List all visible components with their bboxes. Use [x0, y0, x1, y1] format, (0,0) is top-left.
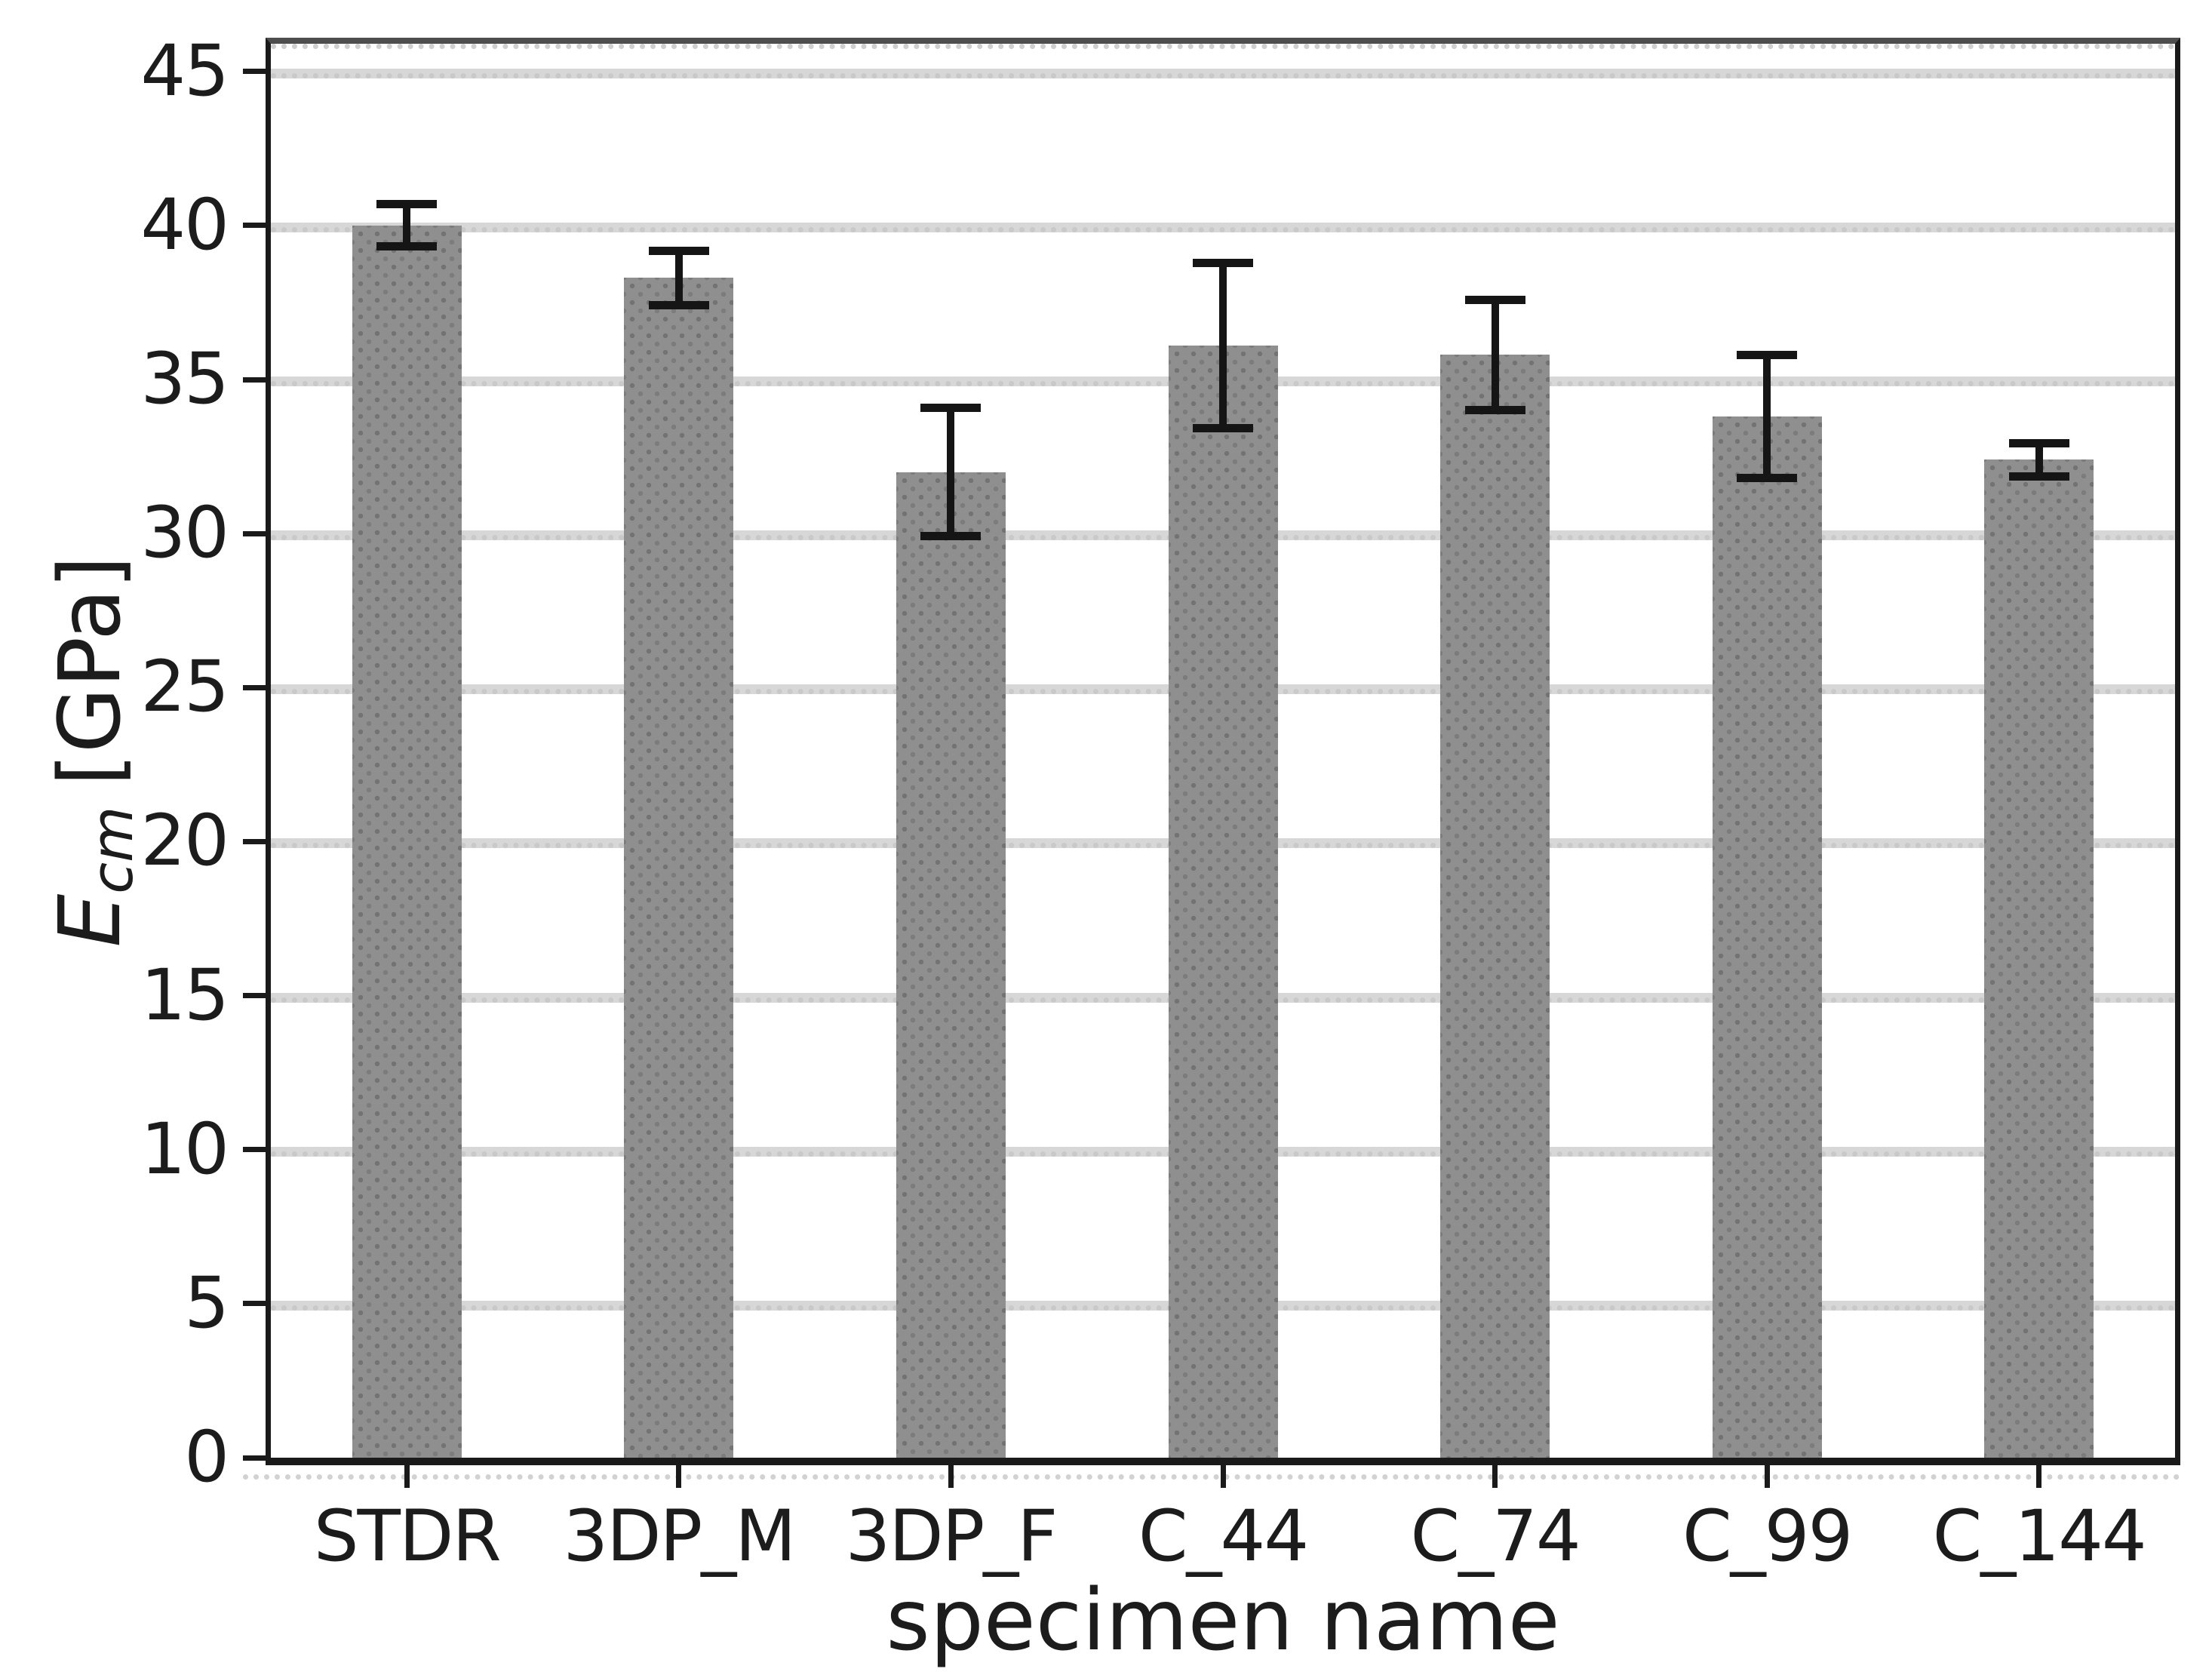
- error-bar-C_44: [1219, 262, 1227, 429]
- y-axis-label-subscript: cm: [78, 806, 146, 894]
- x-axis-label: specimen name: [886, 1572, 1560, 1670]
- x-tick-3DP_F: [948, 1465, 954, 1488]
- y-tick-label-0: 0: [184, 1416, 229, 1498]
- y-tick-35: [243, 376, 266, 383]
- y-tick-0: [243, 1455, 266, 1461]
- y-tick-label-45: 45: [140, 29, 229, 112]
- x-tick-C_74: [1492, 1465, 1498, 1488]
- x-tick-label-C_44: C_44: [1138, 1495, 1309, 1578]
- error-cap-bottom-3DP_M: [648, 301, 709, 310]
- y-tick-30: [243, 530, 266, 536]
- x-tick-C_44: [1220, 1465, 1226, 1488]
- error-cap-bottom-C_99: [1737, 473, 1798, 482]
- y-tick-label-30: 30: [140, 492, 229, 575]
- errorbars-layer: [271, 44, 2175, 1458]
- y-tick-label-35: 35: [140, 338, 229, 421]
- x-tick-label-STDR: STDR: [313, 1495, 502, 1578]
- x-tick-label-3DP_M: 3DP_M: [563, 1495, 796, 1578]
- y-tick-label-25: 25: [140, 646, 229, 729]
- x-tick-label-C_74: C_74: [1410, 1495, 1581, 1578]
- x-tick-label-C_99: C_99: [1682, 1495, 1853, 1578]
- error-cap-bottom-C_44: [1193, 424, 1253, 433]
- bar-3DP_M: [624, 278, 734, 1458]
- y-tick-10: [243, 1147, 266, 1153]
- error-cap-top-C_74: [1464, 295, 1525, 304]
- x-tick-C_144: [2036, 1465, 2042, 1488]
- error-bar-3DP_F: [947, 407, 955, 537]
- error-bar-C_74: [1491, 299, 1499, 410]
- bar-C_99: [1712, 416, 1822, 1458]
- bar-C_144: [1984, 459, 2094, 1458]
- error-cap-bottom-C_74: [1464, 405, 1525, 414]
- y-tick-label-10: 10: [140, 1108, 229, 1191]
- bars-layer: [271, 44, 2175, 1458]
- y-tick-label-20: 20: [140, 800, 229, 883]
- top-spine-dots: [271, 44, 2175, 49]
- error-cap-top-C_144: [2008, 438, 2069, 447]
- x-tick-3DP_M: [676, 1465, 682, 1488]
- x-tick-label-3DP_F: 3DP_F: [845, 1495, 1058, 1578]
- error-cap-top-3DP_F: [920, 403, 982, 412]
- error-cap-bottom-STDR: [376, 242, 438, 251]
- error-bar-C_99: [1763, 355, 1771, 478]
- error-bar-C_144: [2035, 442, 2043, 477]
- error-cap-top-3DP_M: [648, 246, 709, 255]
- plot-area: [266, 38, 2180, 1465]
- error-cap-top-C_44: [1193, 258, 1253, 267]
- y-tick-25: [243, 684, 266, 690]
- y-axis-label-unit: [GPa]: [41, 555, 140, 786]
- y-tick-15: [243, 993, 266, 999]
- error-bar-STDR: [403, 204, 411, 247]
- y-axis-label: Ecm [GPa]: [41, 555, 146, 947]
- bar-C_74: [1440, 355, 1550, 1458]
- x-tick-C_99: [1764, 1465, 1770, 1488]
- y-axis-label-symbol: E: [41, 893, 140, 948]
- bar-STDR: [352, 225, 462, 1458]
- y-tick-45: [243, 69, 266, 75]
- error-bar-3DP_M: [674, 250, 683, 306]
- x-tick-label-C_144: C_144: [1932, 1495, 2147, 1578]
- error-cap-top-C_99: [1737, 351, 1798, 360]
- bar-C_44: [1168, 346, 1278, 1458]
- x-tick-STDR: [404, 1465, 410, 1488]
- error-cap-bottom-C_144: [2008, 472, 2069, 481]
- error-cap-top-STDR: [376, 200, 438, 209]
- y-tick-20: [243, 838, 266, 844]
- y-tick-label-15: 15: [140, 954, 229, 1037]
- bottom-spine-dots: [243, 1474, 2180, 1480]
- gridline-y-40: [271, 222, 2175, 232]
- y-tick-label-40: 40: [140, 183, 229, 266]
- bar-3DP_F: [896, 472, 1006, 1458]
- y-tick-5: [243, 1301, 266, 1307]
- y-tick-label-5: 5: [184, 1262, 229, 1345]
- y-tick-40: [243, 223, 266, 229]
- gridline-y-45: [271, 68, 2175, 78]
- error-cap-bottom-3DP_F: [920, 532, 982, 541]
